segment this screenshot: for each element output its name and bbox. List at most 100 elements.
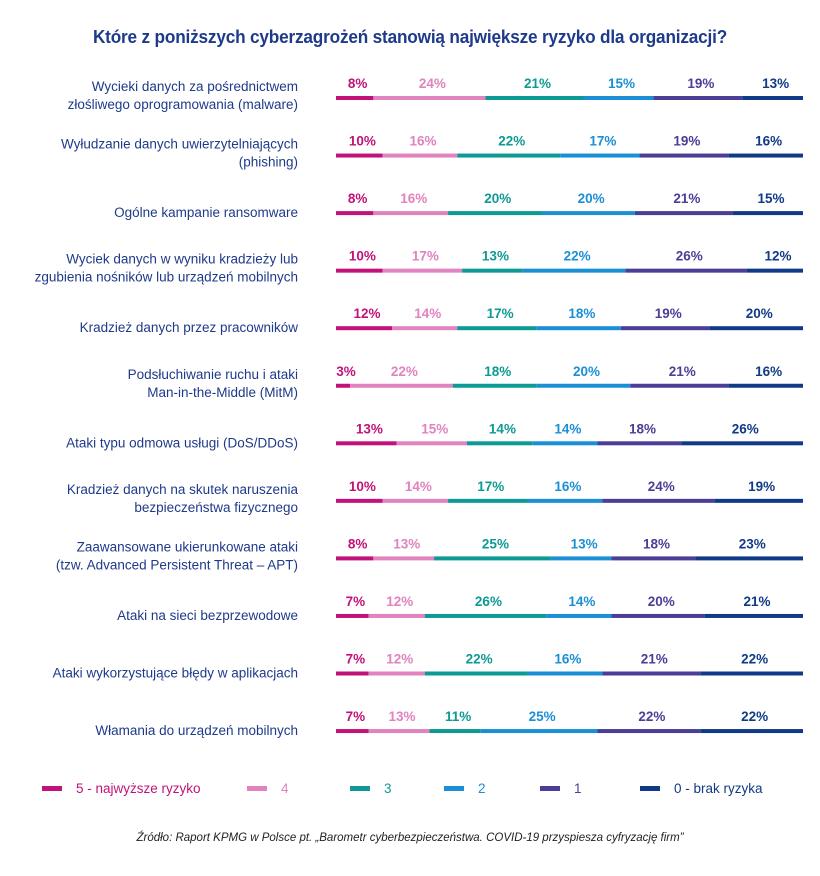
bar-segment	[336, 268, 383, 273]
value-label: 14%	[414, 306, 441, 321]
bar-segment	[396, 441, 467, 446]
value-label: 8%	[348, 76, 368, 91]
value-label: 21%	[641, 652, 668, 667]
category-label: Ataki typu odmowa usługi (DoS/DDoS)	[66, 435, 298, 450]
category-label: Wyciek danych w wyniku kradzieży lub zgub…	[35, 252, 298, 285]
bar-segment	[466, 441, 533, 446]
value-label: 12%	[386, 594, 413, 609]
bar-segment	[336, 671, 369, 676]
bar-segment	[336, 96, 374, 100]
value-label: 15%	[421, 421, 448, 436]
bar-segment	[602, 498, 715, 503]
value-label: 24%	[419, 76, 446, 91]
category-label: Wyłudzanie danych uwierzytelniających (ph…	[61, 137, 298, 170]
value-label: 13%	[762, 76, 789, 91]
value-label: 26%	[475, 594, 502, 609]
value-label: 13%	[571, 536, 598, 551]
legend-item: 1	[540, 776, 582, 800]
bar-segment	[392, 326, 458, 331]
value-label: 14%	[489, 421, 516, 436]
value-label: 19%	[687, 76, 714, 91]
bar-segment	[336, 153, 383, 158]
value-label: 22%	[564, 249, 591, 264]
bar-segment	[452, 383, 537, 388]
bar-segment	[620, 326, 710, 331]
value-label: 20%	[573, 364, 600, 379]
value-label: 21%	[669, 364, 696, 379]
value-label: 13%	[356, 421, 383, 436]
value-label: 14%	[405, 479, 432, 494]
bar-segment	[434, 556, 551, 561]
legend-swatch	[444, 785, 464, 791]
value-label: 25%	[482, 536, 509, 551]
bar-segment	[536, 326, 621, 331]
value-label: 23%	[739, 536, 766, 551]
value-label: 22%	[466, 652, 493, 667]
bar-segment	[527, 498, 603, 503]
bar-segment	[373, 211, 449, 216]
bar-segment	[429, 729, 481, 734]
legend-label: 3	[384, 780, 392, 796]
bar-segment	[546, 613, 612, 618]
bar-segment	[704, 613, 803, 618]
value-label: 18%	[643, 536, 670, 551]
bar-segment	[382, 268, 463, 273]
bar-segment	[448, 211, 542, 216]
value-label: 10%	[349, 249, 376, 264]
legend-item: 3	[350, 776, 392, 800]
value-label: 17%	[477, 479, 504, 494]
bar-segment	[550, 556, 612, 561]
bar-segment	[336, 729, 369, 734]
bar-segment	[560, 153, 640, 158]
bar-segment	[746, 268, 803, 273]
value-label: 22%	[741, 652, 768, 667]
value-label: 10%	[349, 134, 376, 149]
value-label: 24%	[648, 479, 675, 494]
bar-segment	[336, 613, 369, 618]
value-label: 22%	[391, 364, 418, 379]
bar-segment	[700, 671, 803, 676]
value-label: 12%	[386, 652, 413, 667]
value-label: 10%	[349, 479, 376, 494]
value-label: 7%	[346, 652, 366, 667]
value-label: 14%	[568, 594, 595, 609]
value-label: 20%	[484, 191, 511, 206]
legend-label: 2	[478, 780, 486, 796]
bar-segment	[742, 96, 803, 100]
value-label: 15%	[757, 191, 784, 206]
bar-segment	[424, 613, 547, 618]
value-label: 17%	[589, 134, 616, 149]
value-label: 15%	[608, 76, 635, 91]
value-label: 26%	[676, 249, 703, 264]
category-label: Ogólne kampanie ransomware	[114, 205, 298, 220]
bar-segment	[527, 671, 603, 676]
bar-segment	[448, 498, 528, 503]
category-label: Kradzież danych przez pracowników	[80, 320, 299, 335]
bar-segment	[368, 671, 425, 676]
value-label: 19%	[655, 306, 682, 321]
legend-label: 0 - brak ryzyka	[674, 780, 763, 796]
bar-segment	[480, 729, 598, 734]
value-label: 25%	[529, 709, 556, 724]
bar-segment	[368, 613, 425, 618]
value-label: 26%	[732, 421, 759, 436]
bar-segment	[732, 211, 803, 216]
bar-segment	[336, 211, 374, 216]
bar-segment	[611, 556, 696, 561]
bar-segment	[382, 498, 449, 503]
category-label: Włamania do urządzeń mobilnych	[95, 723, 298, 738]
bar-segment	[457, 326, 537, 331]
bar-segment	[597, 441, 682, 446]
bar-segment	[336, 441, 397, 446]
value-label: 13%	[389, 709, 416, 724]
bar-segment	[681, 441, 803, 446]
bar-segment	[634, 211, 733, 216]
bar-segment	[368, 729, 430, 734]
value-label: 16%	[755, 134, 782, 149]
value-label: 17%	[487, 306, 514, 321]
legend-label: 5 - najwyższe ryzyko	[76, 780, 201, 796]
value-label: 20%	[648, 594, 675, 609]
bar-segment	[639, 153, 729, 158]
category-label: Ataki wykorzystujące błędy w aplikacjach	[53, 666, 298, 681]
value-label: 21%	[524, 76, 551, 91]
